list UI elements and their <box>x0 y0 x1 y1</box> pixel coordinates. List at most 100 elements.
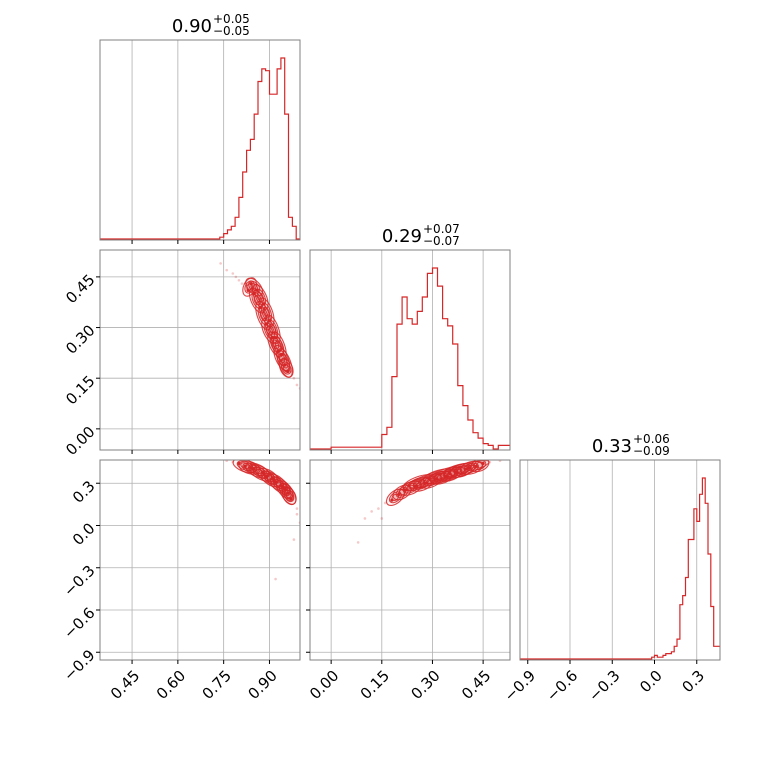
panel-frame-r2-c2 <box>519 459 721 661</box>
contour-peak <box>249 282 253 286</box>
histogram-bin <box>498 445 510 449</box>
histogram-bin <box>412 324 417 449</box>
x-tick-label-param-1: 0.15 <box>357 667 393 703</box>
histogram-bin <box>652 657 655 659</box>
histogram-bin <box>677 639 680 659</box>
histogram-bin <box>235 217 239 239</box>
histogram-bin <box>714 646 717 659</box>
histogram-bin <box>711 607 714 659</box>
grid-r2-c0 <box>100 460 300 660</box>
contour-peak <box>237 461 241 466</box>
histogram-bin <box>697 521 700 659</box>
histogram-bin <box>397 324 402 449</box>
histogram-bin <box>266 71 270 239</box>
y-tick-label-param-1: 0.45 <box>62 271 98 307</box>
histogram-bin <box>716 646 720 659</box>
histogram-bin <box>392 377 397 449</box>
contour-peak <box>434 477 438 481</box>
contour-peak <box>464 467 468 471</box>
histogram-bin <box>402 297 407 449</box>
histogram-param-2 <box>520 477 720 660</box>
y-tick-label-param-2: −0.9 <box>60 646 98 684</box>
histogram-step-line <box>100 57 300 240</box>
y-tick-label-param-1: 0.15 <box>62 372 98 408</box>
x-tick-label-param-2: −0.9 <box>501 667 539 705</box>
contour-peak <box>246 288 250 292</box>
density-panel-r1-c0 <box>219 262 300 390</box>
contour-peak <box>273 480 278 484</box>
histogram-bin <box>417 311 422 449</box>
histogram-bin <box>478 438 483 449</box>
x-tick-label-param-2: −0.3 <box>585 667 623 705</box>
histogram-bin <box>483 444 488 449</box>
scatter-point <box>498 460 502 463</box>
histogram-step-line <box>310 267 510 450</box>
panel-frame-r2-c1 <box>309 459 511 661</box>
histogram-bin <box>700 494 703 659</box>
contour-peak <box>390 498 394 502</box>
histogram-bin <box>468 420 473 449</box>
contour-peak <box>454 470 458 474</box>
histogram-bin <box>453 344 458 449</box>
histogram-bin <box>285 114 289 239</box>
histogram-step-line <box>520 477 720 660</box>
contour-peak <box>261 302 265 306</box>
scatter-point <box>292 376 296 380</box>
histogram-bin <box>708 554 711 659</box>
contour-peak <box>249 466 253 470</box>
contour-peak <box>280 484 284 488</box>
y-tick-label-param-2: 0.3 <box>69 477 99 507</box>
scatter-point <box>219 262 222 265</box>
contour-peak <box>444 474 448 478</box>
contour-peak <box>447 471 451 475</box>
param-title-0: 0.90 +0.05−0.05 <box>172 12 250 38</box>
histogram-bin <box>387 427 392 449</box>
grid-r2-c2 <box>527 460 698 660</box>
histogram-bin <box>281 58 285 239</box>
title-lower-error: −0.05 <box>213 24 250 38</box>
grid-r1-c1 <box>330 250 484 450</box>
histogram-bin <box>262 69 266 239</box>
contour-level <box>412 478 426 487</box>
histogram-bin <box>669 654 672 659</box>
contour-peak <box>289 497 293 501</box>
param-title-2: 0.33 +0.06−0.09 <box>592 432 670 458</box>
contour-peak <box>261 471 265 475</box>
histogram-bin <box>438 286 443 449</box>
density-panel-r2-c0 <box>225 460 300 581</box>
histogram-bin <box>427 273 432 449</box>
histogram-bin <box>231 226 235 239</box>
histogram-bin <box>269 94 273 239</box>
scatter-point <box>234 275 238 279</box>
histogram-bin <box>227 230 231 239</box>
contour-peak <box>258 305 262 309</box>
histogram-bin <box>289 217 293 239</box>
scatter-point <box>295 383 299 387</box>
y-tick-label-param-1: 0.00 <box>62 423 98 459</box>
x-tick-label-param-2: 0.3 <box>678 667 708 697</box>
histogram-bin <box>680 605 683 659</box>
histogram-bin <box>473 433 478 449</box>
scatter-point <box>383 501 387 505</box>
scatter-point <box>237 278 241 282</box>
contour-peak <box>264 322 269 326</box>
title-lower-error: −0.07 <box>423 234 460 248</box>
contour-peak <box>286 369 290 374</box>
histogram-bin <box>422 297 427 449</box>
histogram-bin <box>292 226 296 239</box>
scatter-point <box>370 510 373 513</box>
contour-level <box>402 474 436 491</box>
panel-frame-r1-c1 <box>309 249 511 451</box>
scatter-point <box>356 541 360 544</box>
scatter-point <box>377 507 380 510</box>
contour-peak <box>403 488 408 492</box>
param-title-1: 0.29 +0.07−0.07 <box>382 222 460 248</box>
histogram-bin <box>685 578 688 659</box>
scatter-point <box>292 538 296 541</box>
histogram-bin <box>655 655 658 659</box>
histogram-bin <box>683 596 686 659</box>
title-median: 0.29 <box>382 226 422 247</box>
contour-peak <box>270 477 275 481</box>
histogram-bin <box>254 114 258 239</box>
